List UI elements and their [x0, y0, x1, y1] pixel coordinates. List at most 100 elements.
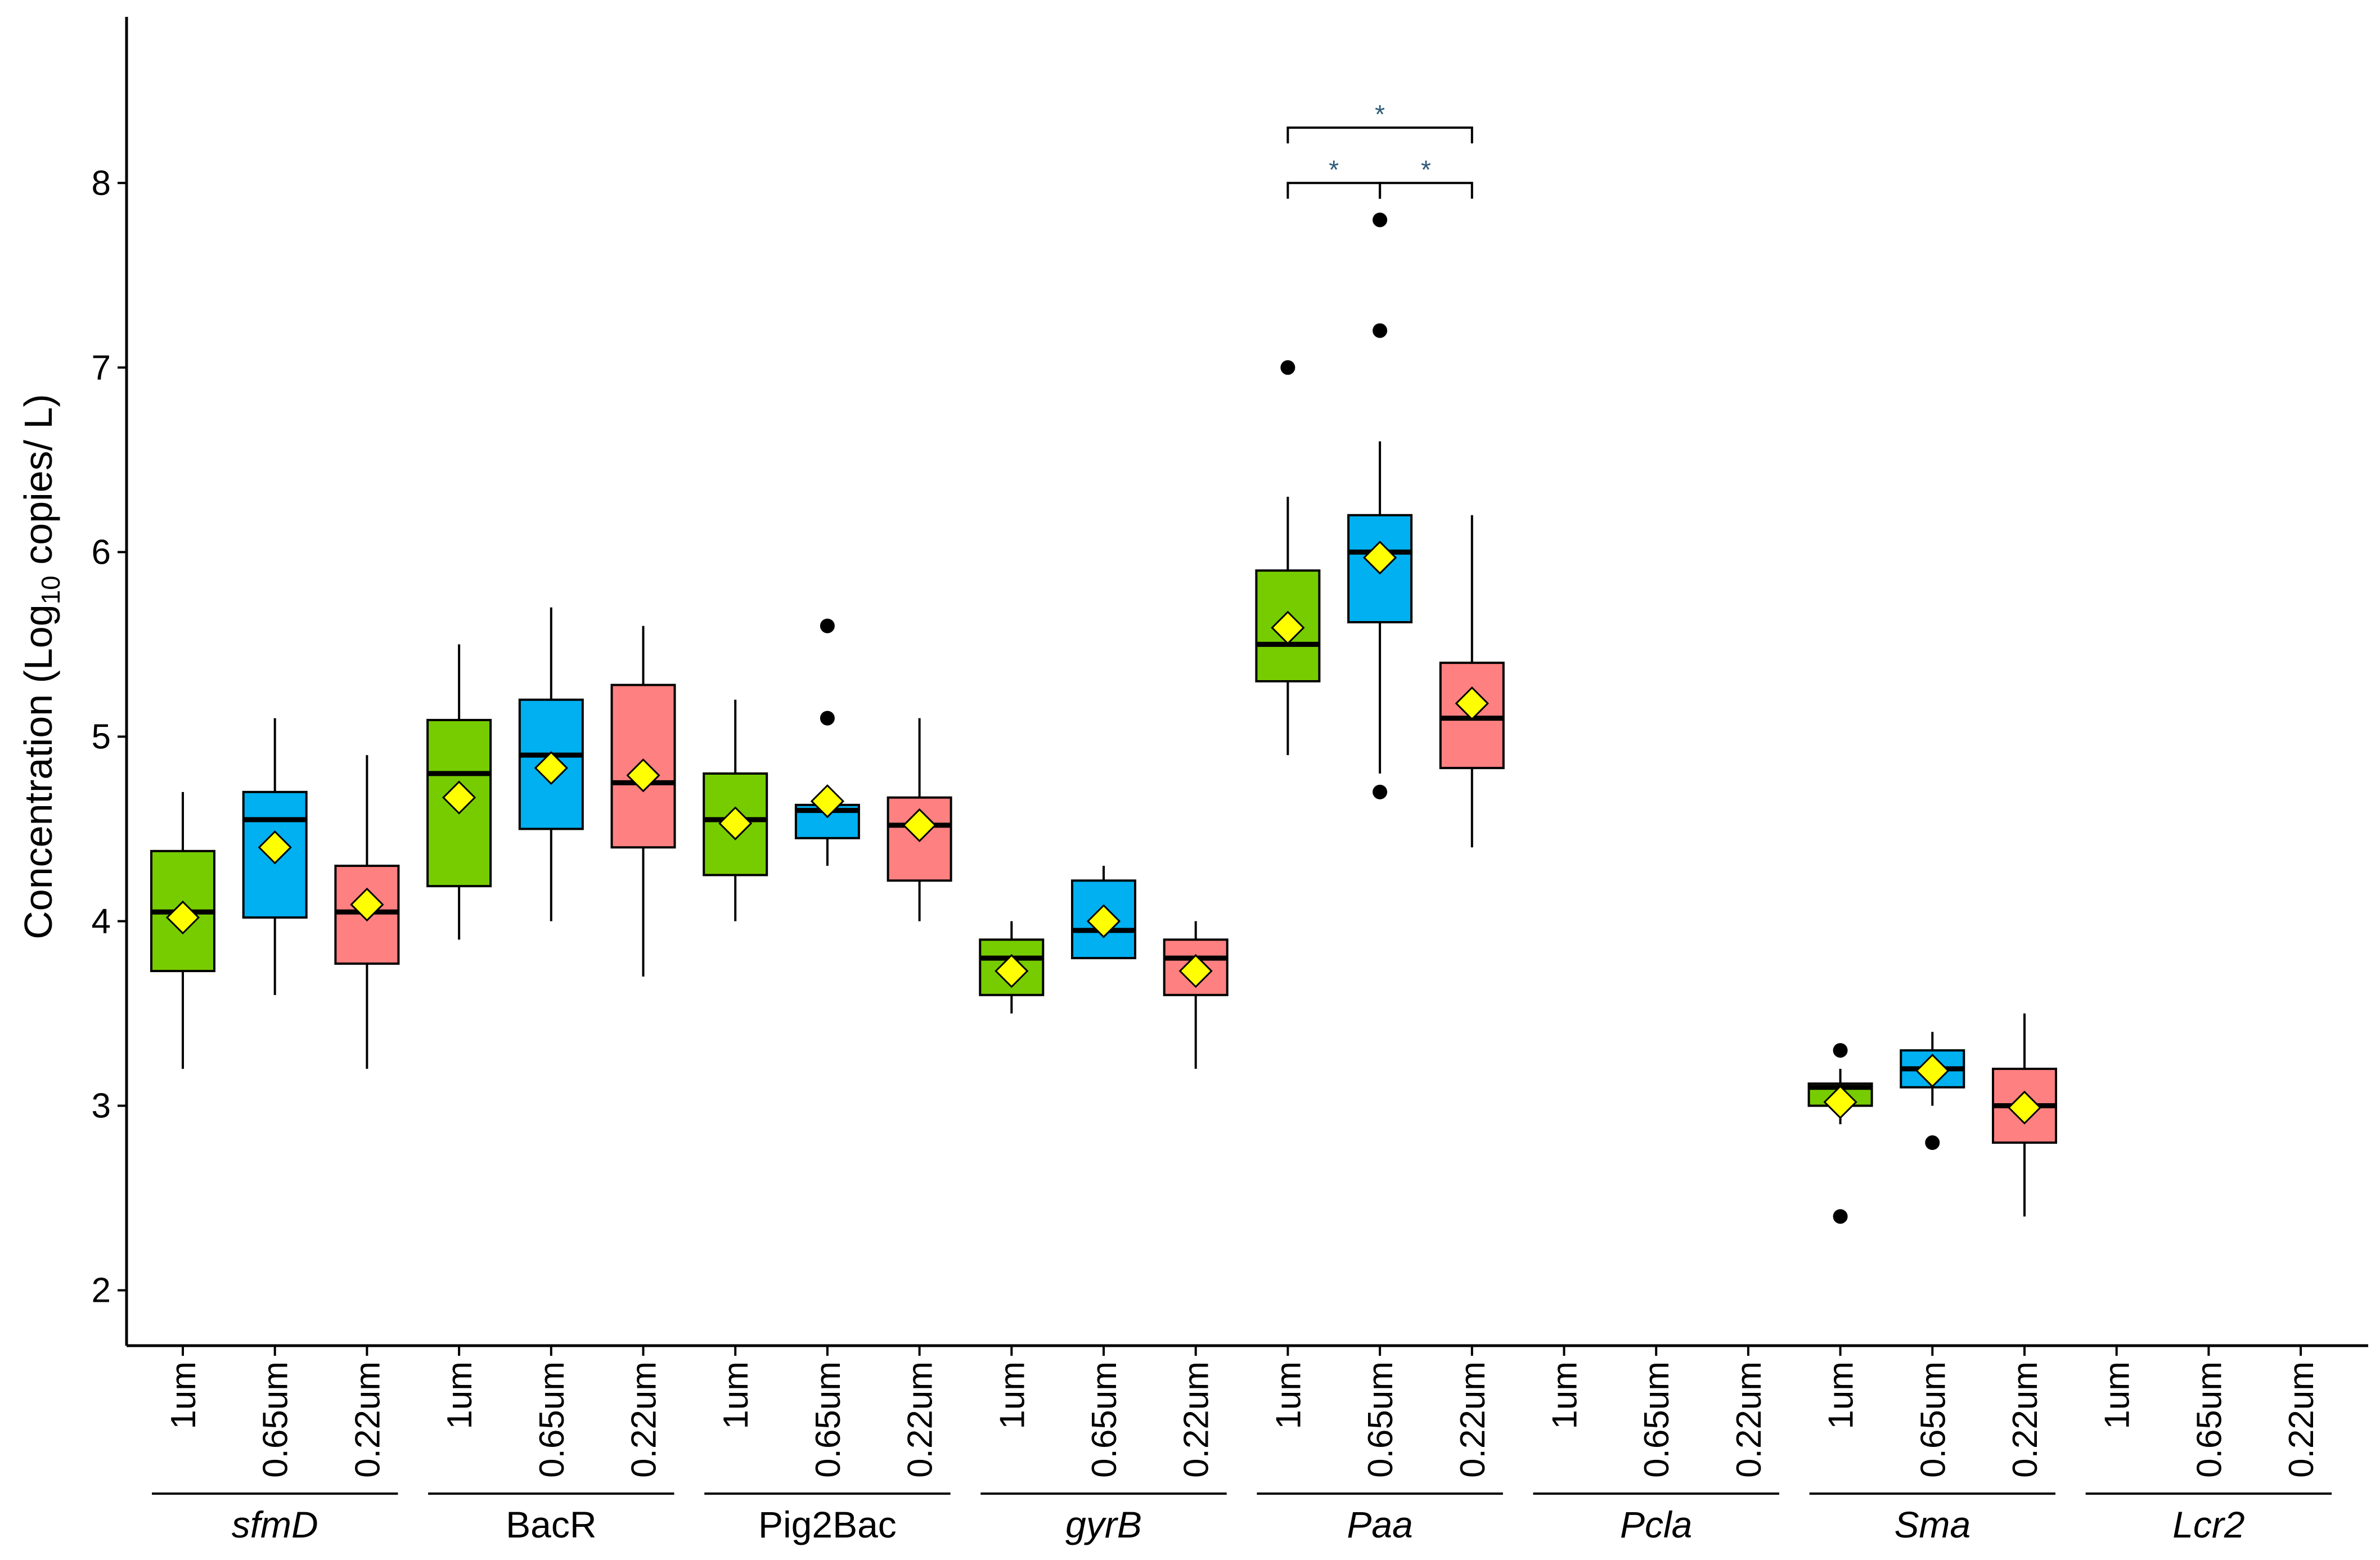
y-axis-title-subscript: 10 [36, 576, 65, 604]
box-sma-0_65um [1900, 1032, 1965, 1150]
mean-marker [1823, 1085, 1857, 1120]
x-category-label-gyrb-0_22um: 0.22um [1177, 1361, 1216, 1478]
mean-marker [165, 900, 200, 935]
box-sma-1um [1807, 1043, 1873, 1224]
box-sfmd-0_22um [334, 755, 400, 1069]
gene-label-paa: Paa [1347, 1504, 1412, 1545]
significance-bracket: * [1286, 100, 1473, 143]
y-tick-label: 6 [92, 533, 111, 572]
y-tick-label: 7 [92, 348, 111, 387]
x-category-label-sfmd-1um: 1um [164, 1361, 203, 1429]
box-pig2bac-0_65um [794, 618, 860, 866]
mean-marker [1086, 904, 1121, 938]
outlier-point [820, 618, 835, 633]
y-tick-label: 5 [92, 717, 111, 756]
mean-marker [995, 954, 1029, 988]
x-category-label-sfmd-0_22um: 0.22um [348, 1361, 387, 1478]
significance-star: * [1421, 155, 1431, 184]
box-gyrb-0_22um [1163, 921, 1229, 1069]
mean-marker [1178, 954, 1213, 988]
axes: 2 3 4 5 6 7 8 [92, 17, 2368, 1356]
x-category-label-sma-0_65um: 0.65um [1914, 1361, 1952, 1478]
x-category-label-lcr2-0_22um: 0.22um [2282, 1361, 2321, 1478]
mean-marker [350, 887, 384, 922]
y-axis-title-suffix: copies/ L) [16, 394, 60, 576]
mean-marker [258, 830, 292, 865]
x-category-label-sma-0_22um: 0.22um [2006, 1361, 2045, 1478]
mean-marker [718, 806, 753, 840]
box-paa-0_22um [1439, 515, 1505, 848]
box-sfmd-0_65um [242, 718, 308, 995]
gene-label-pcla: Pcla [1620, 1504, 1692, 1545]
box-paa-1um [1255, 360, 1321, 756]
significance-star: * [1375, 100, 1385, 129]
x-category-label-pcla-1um: 1um [1546, 1361, 1585, 1429]
x-category-label-pig2bac-0_65um: 0.65um [809, 1361, 848, 1478]
x-category-label-pig2bac-0_22um: 0.22um [901, 1361, 940, 1478]
x-category-label-gyrb-0_65um: 0.65um [1085, 1361, 1124, 1478]
box-gyrb-0_65um [1071, 866, 1136, 960]
box-bacr-0_65um [518, 607, 584, 921]
mean-marker [534, 751, 568, 785]
gene-label-pig2bac: Pig2Bac [758, 1504, 897, 1545]
outlier-point [1373, 323, 1388, 338]
mean-marker [2007, 1090, 2042, 1125]
y-tick-label: 4 [92, 902, 111, 941]
y-axis-title-text: Concentration (Log [16, 604, 60, 939]
outlier-point [1280, 360, 1295, 375]
plot-area: * * * [150, 100, 2057, 1224]
significance-bracket: * [1379, 155, 1473, 199]
box-pig2bac-1um [703, 699, 768, 921]
x-category-label-paa-0_65um: 0.65um [1361, 1361, 1400, 1478]
mean-marker [1915, 1054, 1950, 1088]
mean-marker [626, 758, 660, 793]
y-axis-title: Concentration (Log10 copies/ L) [16, 394, 65, 939]
x-category-label-lcr2-0_65um: 0.65um [2190, 1361, 2229, 1478]
x-category-label-bacr-1um: 1um [440, 1361, 479, 1429]
box-gyrb-1um [979, 921, 1045, 1014]
bracket-line [1286, 126, 1473, 143]
y-tick-label: 8 [92, 164, 111, 203]
outlier-point [1373, 784, 1388, 799]
mean-marker [810, 784, 845, 819]
outlier-point [1925, 1135, 1940, 1150]
x-category-label-sma-1um: 1um [1822, 1361, 1861, 1429]
gene-label-sfmd: sfmD [232, 1504, 318, 1545]
x-category-label-bacr-0_65um: 0.65um [533, 1361, 572, 1478]
x-category-label-paa-0_22um: 0.22um [1454, 1361, 1492, 1478]
outlier-point [1373, 212, 1388, 227]
x-category-label-paa-1um: 1um [1269, 1361, 1308, 1429]
mean-marker [1271, 610, 1305, 645]
x-category-label-pcla-0_65um: 0.65um [1637, 1361, 1676, 1478]
x-category-label-lcr2-1um: 1um [2098, 1361, 2137, 1429]
mean-marker [902, 808, 937, 843]
y-tick-label: 2 [92, 1271, 111, 1310]
significance-bracket: * [1286, 155, 1382, 199]
box-sfmd-1um [150, 792, 215, 1069]
gene-label-bacr: BacR [506, 1504, 596, 1545]
outlier-point [1833, 1209, 1848, 1224]
mean-marker [442, 780, 476, 815]
x-category-label-gyrb-1um: 1um [993, 1361, 1032, 1429]
gene-label-sma: Sma [1894, 1504, 1970, 1545]
outlier-point [820, 711, 835, 726]
x-category-label-pcla-0_22um: 0.22um [1730, 1361, 1769, 1478]
bracket-line [1286, 182, 1382, 199]
bracket-line [1379, 182, 1473, 199]
box-bacr-1um [426, 644, 492, 940]
y-tick-label: 3 [92, 1087, 111, 1126]
box-pig2bac-0_22um [887, 718, 952, 921]
mean-marker [1362, 541, 1397, 575]
outlier-point [1833, 1043, 1848, 1058]
gene-label-lcr2: Lcr2 [2172, 1504, 2244, 1545]
gene-label-gyrb: gyrB [1065, 1504, 1142, 1545]
significance-star: * [1329, 155, 1339, 184]
x-category-label-pig2bac-1um: 1um [717, 1361, 755, 1429]
x-category-label-bacr-0_22um: 0.22um [625, 1361, 664, 1478]
x-axis-labels: 1um 0.65um 0.22um sfmD 1um 0.65um 0.22um BacR 1u… [152, 1361, 2332, 1545]
mean-marker [1455, 686, 1489, 721]
x-category-label-sfmd-0_65um: 0.65um [257, 1361, 295, 1478]
box-paa-0_65um [1347, 212, 1413, 799]
box-bacr-0_22um [610, 626, 676, 977]
